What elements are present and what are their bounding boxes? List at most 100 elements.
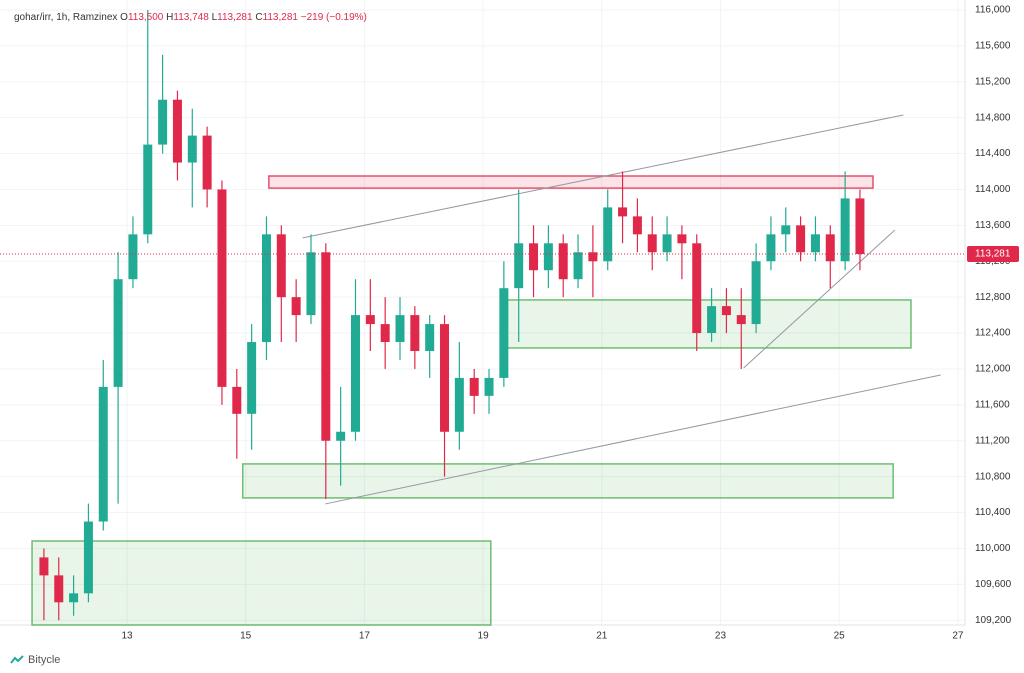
symbol: gohar/irr, 1h, Ramzinex: [14, 12, 118, 23]
candle-body: [529, 243, 539, 271]
logo: [10, 655, 24, 664]
x-tick-label: 27: [952, 631, 964, 642]
candle-body: [321, 252, 331, 441]
candle-body: [440, 324, 450, 432]
candle-body: [202, 135, 212, 190]
x-tick-label: 13: [121, 631, 133, 642]
y-tick-label: 109,600: [975, 579, 1012, 590]
footer: Bitycle: [10, 654, 60, 666]
ohlc-value: 113,500: [127, 12, 164, 23]
candle-body: [736, 315, 746, 325]
x-tick-label: 23: [715, 631, 727, 642]
ohlc-value: 113,748: [173, 12, 209, 23]
y-tick-label: 114,400: [975, 148, 1011, 159]
candle-body: [306, 252, 316, 316]
candle-body: [484, 377, 494, 396]
candle-body: [810, 234, 820, 253]
candle-body: [158, 99, 168, 145]
x-tick-label: 25: [834, 631, 846, 642]
candle-body: [514, 243, 524, 289]
candle-body: [336, 431, 346, 441]
candle-body: [410, 315, 420, 352]
candle-body: [54, 575, 64, 603]
candle-body: [217, 189, 227, 387]
y-tick-label: 115,200: [975, 76, 1011, 87]
x-tick-label: 17: [359, 631, 371, 642]
candle-body: [187, 135, 197, 163]
candle-body: [840, 198, 850, 262]
ohlc: O113,500 H113,748 L113,281 C113,281: [120, 12, 301, 23]
zone: [268, 175, 874, 189]
ohlc-key: L: [211, 12, 218, 23]
candle-body: [677, 234, 687, 244]
y-tick-label: 109,200: [975, 615, 1012, 626]
candle-body: [291, 297, 301, 316]
y-tick-label: 111,200: [975, 435, 1010, 446]
candle-body: [721, 306, 731, 316]
y-tick-label: 110,400: [975, 507, 1011, 518]
y-tick-label: 110,800: [975, 471, 1011, 482]
trend-line: [302, 114, 904, 239]
candle-body: [662, 234, 672, 253]
y-tick-label: 112,400: [975, 328, 1011, 339]
candle-body: [83, 521, 93, 594]
candle-body: [825, 234, 835, 262]
ohlc-key: H: [166, 12, 174, 23]
candle-body: [380, 324, 390, 343]
y-tick-label: 116,000: [975, 5, 1011, 16]
candle-body: [692, 243, 702, 334]
candle-body: [247, 342, 257, 414]
candle-body: [766, 234, 776, 262]
candle-body: [113, 279, 123, 387]
candle-body: [781, 225, 791, 235]
y-tick-label: 112,800: [975, 292, 1011, 303]
candle-body: [603, 207, 613, 262]
change: −219 (−0.19%): [300, 12, 367, 23]
x-tick-label: 19: [478, 631, 490, 642]
ohlc-key: C: [255, 12, 263, 23]
candle-body: [454, 377, 464, 432]
x-tick-label: 21: [596, 631, 608, 642]
candle-body: [172, 99, 182, 163]
candle-body: [365, 315, 375, 325]
candle-body: [425, 324, 435, 352]
candle-body: [395, 315, 405, 343]
candle-body: [98, 386, 108, 522]
candle-body: [39, 557, 49, 576]
candle-body: [647, 234, 657, 253]
candle-body: [469, 377, 479, 396]
x-tick-label: 15: [240, 631, 252, 642]
header: gohar/irr, 1h, Ramzinex O113,500 H113,74…: [14, 12, 367, 23]
candle-body: [618, 207, 628, 217]
ohlc-key: O: [120, 12, 128, 23]
candle-body: [588, 252, 598, 262]
last-price-label: 113,281: [975, 249, 1011, 260]
y-tick-label: 114,800: [975, 112, 1011, 123]
ohlc-value: 113,281: [262, 12, 298, 23]
trend-line: [743, 229, 896, 369]
zone: [241, 463, 894, 499]
candle-body: [558, 243, 568, 280]
footer-text: Bitycle: [28, 654, 61, 666]
trend-line: [325, 374, 941, 505]
candle-body: [350, 315, 360, 432]
candle-body: [499, 288, 509, 378]
y-tick-label: 110,000: [975, 543, 1011, 554]
candle-body: [632, 216, 642, 235]
y-tick-label: 115,600: [975, 41, 1011, 52]
candle-body: [796, 225, 806, 253]
candle-body: [128, 234, 138, 280]
candle-body: [143, 144, 153, 235]
candle-body: [543, 243, 553, 271]
candle-body: [261, 234, 271, 343]
ohlc-value: 113,281: [217, 12, 253, 23]
candle-body: [573, 252, 583, 280]
y-tick-label: 112,000: [975, 364, 1011, 375]
y-tick-label: 111,600: [975, 399, 1010, 410]
y-tick-label: 114,000: [975, 184, 1011, 195]
zone: [31, 540, 492, 626]
y-tick-label: 113,600: [975, 220, 1011, 231]
